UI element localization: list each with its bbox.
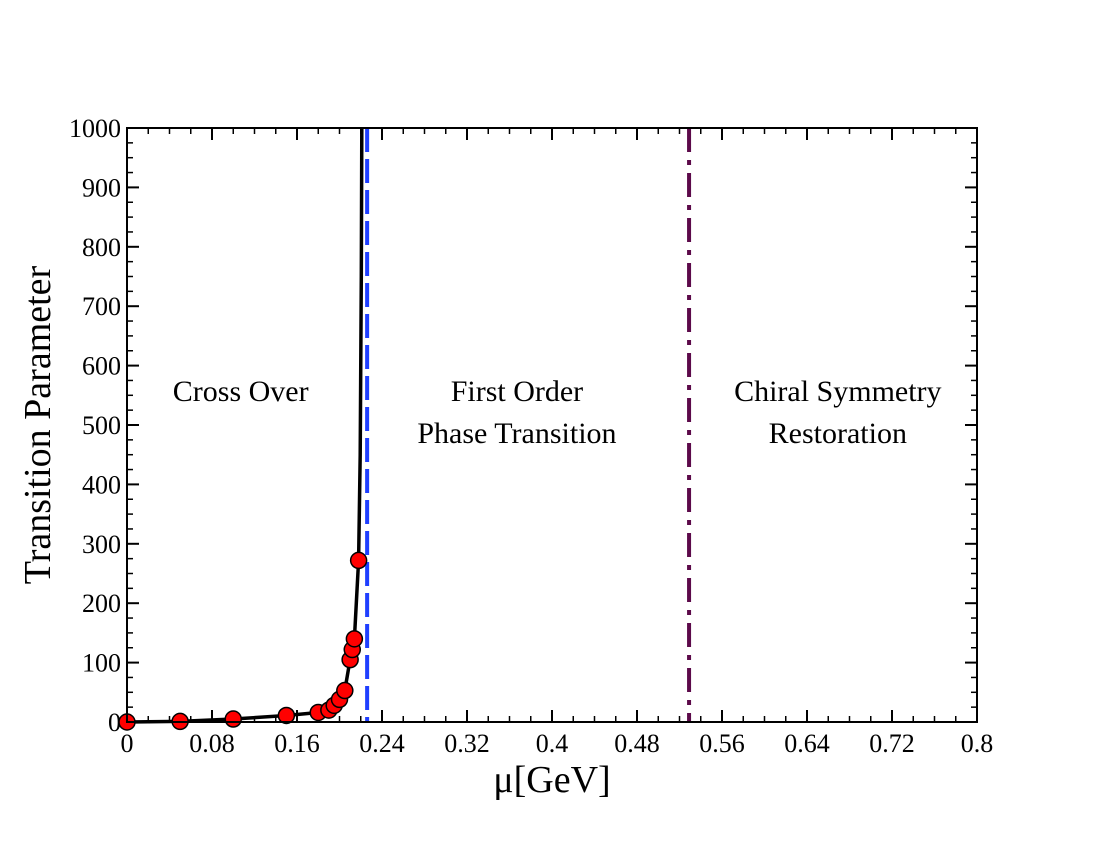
x-tick-label: 0.56 (699, 729, 745, 758)
y-tick-label: 0 (108, 708, 121, 737)
y-tick-label: 200 (82, 589, 121, 618)
x-tick-label: 0.16 (274, 729, 320, 758)
x-axis-title: μ[GeV] (493, 759, 610, 801)
region-label: Cross Over (173, 375, 309, 408)
data-point (224, 710, 242, 728)
region-label-line: Phase Transition (417, 417, 616, 450)
data-point (345, 630, 364, 648)
y-tick-label: 100 (82, 649, 121, 678)
region-annotations: Cross Over First Order Phase Transition Chi… (173, 375, 942, 450)
data-point (336, 681, 354, 700)
region-label-line: Cross Over (173, 375, 309, 408)
y-tick-label: 500 (82, 411, 121, 440)
y-tick-label: 400 (82, 470, 121, 499)
data-point (277, 706, 296, 725)
y-tick-label: 300 (82, 530, 121, 559)
region-label-line: Chiral Symmetry (734, 375, 941, 408)
plot-frame (126, 127, 978, 723)
y-tick-label: 1000 (69, 114, 121, 143)
y-tick-label: 900 (82, 173, 121, 202)
x-tick-label: 0.64 (784, 729, 830, 758)
x-tick-label: 0.48 (614, 729, 660, 758)
region-label: First Order Phase Transition (417, 375, 616, 450)
region-label-line: First Order (451, 375, 583, 408)
boundary-lines (365, 128, 692, 722)
x-tick-label: 0.08 (189, 729, 235, 758)
y-tick-label: 800 (82, 233, 121, 262)
data-series (118, 127, 368, 731)
region-label: Chiral Symmetry Restoration (734, 375, 941, 450)
tick-labels: 0 0.08 0.16 0.24 0.32 0.4 0.48 0.56 0.64 0.72 0.8 0… (69, 114, 993, 758)
x-tick-label: 0.8 (961, 729, 994, 758)
x-tick-label: 0.32 (444, 729, 490, 758)
series-curve (126, 127, 364, 724)
x-tick-label: 0 (121, 729, 134, 758)
y-tick-label: 600 (82, 352, 121, 381)
data-point (349, 551, 368, 570)
y-axis-title: Transition Parameter (17, 265, 59, 584)
region-label-line: Restoration (769, 417, 907, 450)
x-tick-label: 0.4 (536, 729, 569, 758)
x-tick-label: 0.72 (869, 729, 915, 758)
x-tick-label: 0.24 (359, 729, 405, 758)
y-tick-label: 700 (82, 292, 121, 321)
